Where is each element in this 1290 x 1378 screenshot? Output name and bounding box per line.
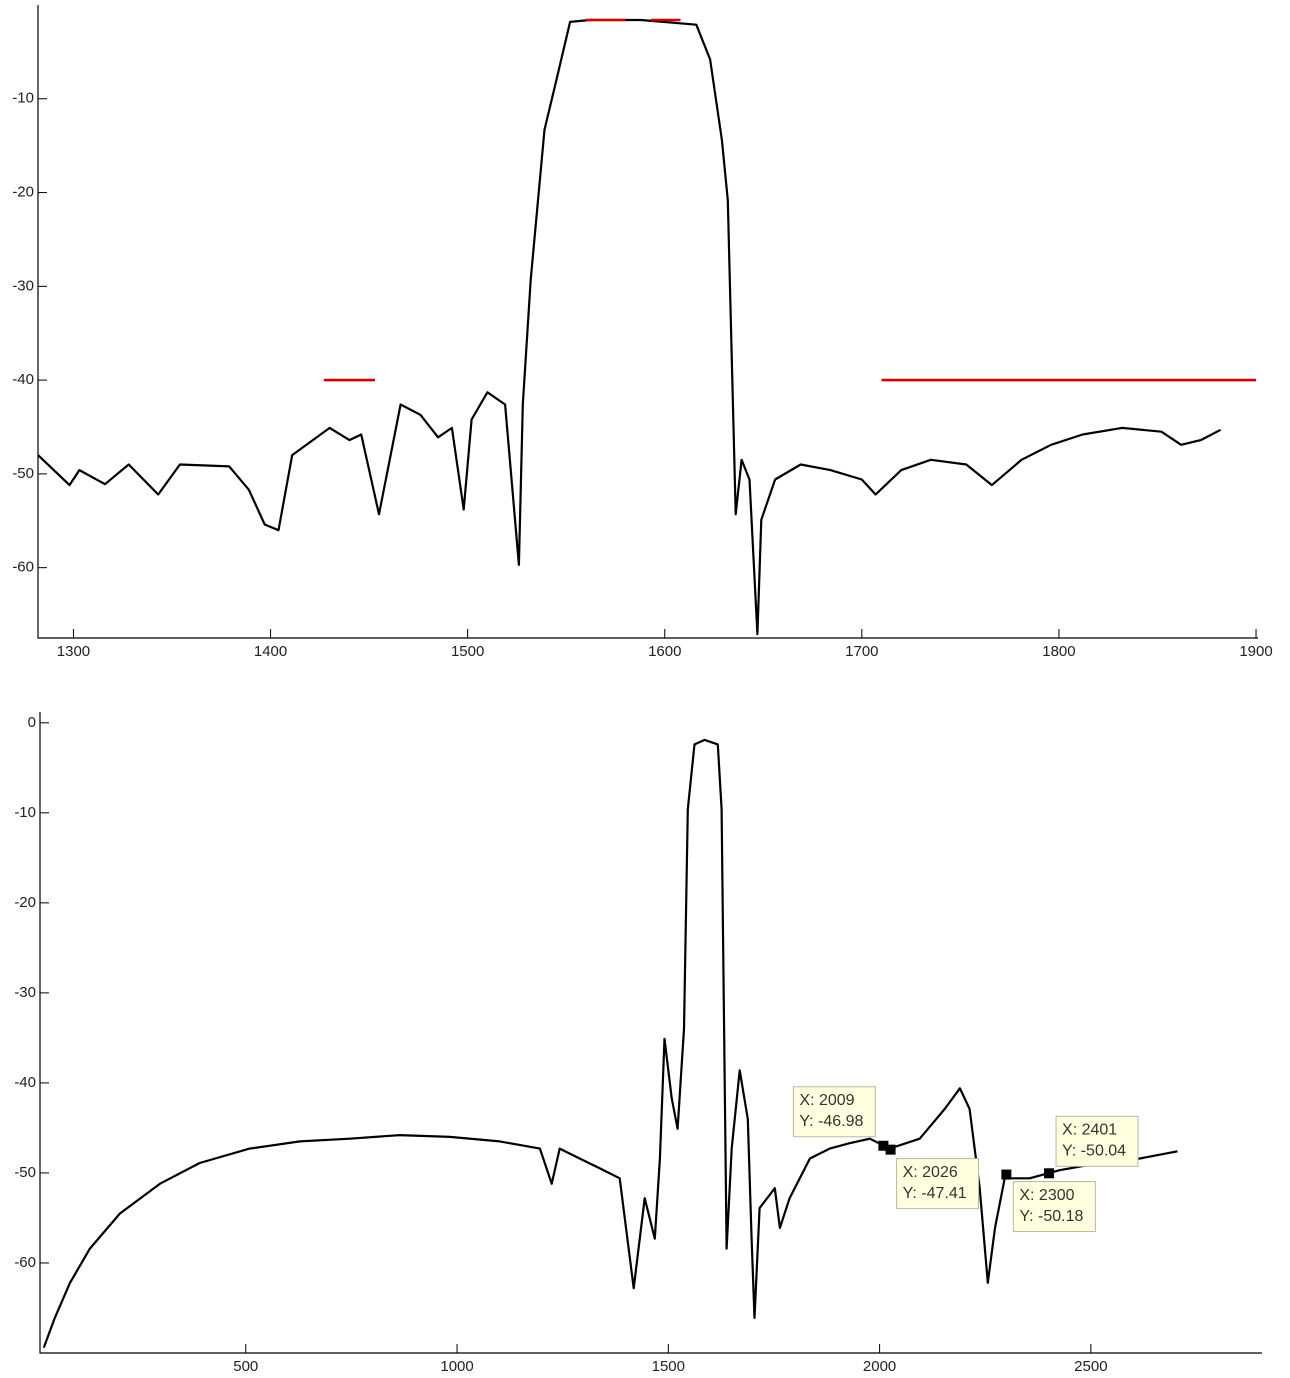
y-tick-label: -50 (14, 1164, 36, 1181)
data-line (42, 738, 1178, 1348)
datatip-text: X: 2026 (903, 1164, 958, 1181)
datatip-marker (1044, 1168, 1055, 1179)
x-tick-label: 2500 (1074, 1358, 1107, 1375)
x-tick-label: 1400 (254, 643, 287, 660)
datatip-text: X: 2401 (1062, 1122, 1117, 1139)
data-line (37, 18, 1222, 636)
datatip-marker (885, 1144, 896, 1155)
datatip-marker (878, 1140, 889, 1151)
chart: -60 -50 -40 -30 -20 -10 1300 1400 1500 1600 1700 18… (12, 5, 1273, 660)
y-tick-label: -50 (12, 465, 34, 482)
y-tick-label: 0 (28, 714, 36, 731)
datatip-box (1055, 1115, 1139, 1167)
x-tick-label: 500 (233, 1358, 258, 1375)
x-tick-label: 1600 (648, 643, 681, 660)
axes (39, 712, 1262, 1354)
axes (37, 5, 1258, 639)
y-tick-label: -40 (12, 371, 34, 388)
x-tick-label: 1000 (440, 1358, 473, 1375)
y-tick-label: -30 (14, 984, 36, 1001)
datatip-text: X: 2300 (1019, 1187, 1074, 1204)
datatip-marker (1001, 1169, 1012, 1180)
y-tick-label: -20 (12, 184, 34, 201)
datatip-text: Y: -50.18 (1019, 1208, 1083, 1225)
datatip-box (792, 1086, 876, 1138)
y-tick-label: -60 (12, 559, 34, 576)
datatip-text: Y: -47.41 (903, 1185, 967, 1202)
x-tick-label: 1700 (845, 643, 878, 660)
datatip-text: Y: -46.98 (799, 1113, 863, 1130)
y-tick-label: -10 (14, 804, 36, 821)
datatip-box (896, 1158, 980, 1210)
x-tick-label: 1900 (1239, 643, 1272, 660)
data-line (323, 18, 1256, 382)
y-tick-label: -40 (14, 1074, 36, 1091)
chart: -60 -50 -40 -30 -20 -10 0 500 1000 1500 2000 2500 X:… (14, 712, 1262, 1375)
datatip-text: X: 2009 (799, 1092, 854, 1109)
x-tick-label: 2000 (863, 1358, 896, 1375)
y-tick-label: -30 (12, 277, 34, 294)
x-tick-label: 1800 (1042, 643, 1075, 660)
x-tick-label: 1300 (57, 643, 90, 660)
y-tick-label: -20 (14, 894, 36, 911)
y-tick-label: -10 (12, 90, 34, 107)
x-tick-label: 1500 (652, 1358, 685, 1375)
x-tick-label: 1500 (451, 643, 484, 660)
datatip-text: Y: -50.04 (1062, 1143, 1126, 1160)
datatip-box (1012, 1181, 1096, 1233)
y-tick-label: -60 (14, 1254, 36, 1271)
